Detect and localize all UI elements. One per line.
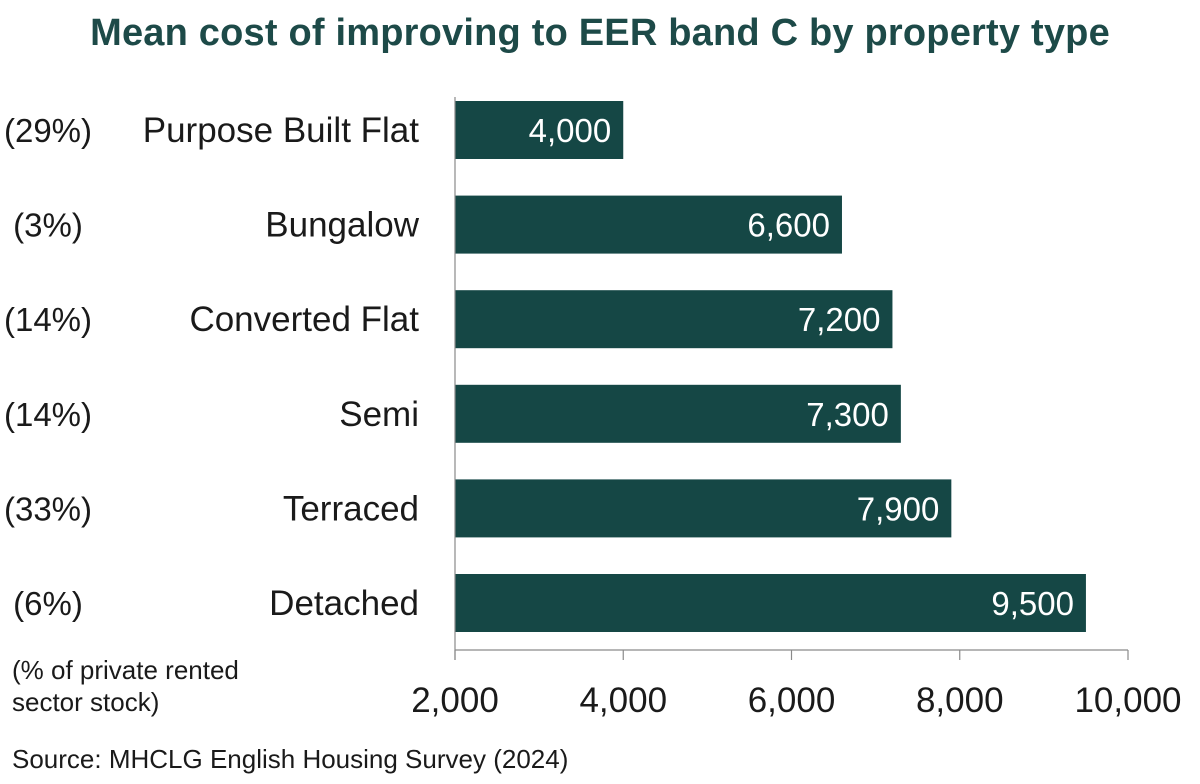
bar <box>455 290 893 349</box>
x-tick-label: 6,000 <box>748 681 836 720</box>
category-label: Terraced <box>283 489 419 528</box>
x-tick-label: 10,000 <box>1074 681 1181 720</box>
category-label: Detached <box>269 584 419 623</box>
bars-layer: 4,000 6,600 7,200 7,300 7,900 9,500 <box>455 101 1086 632</box>
x-tick-label: 4,000 <box>579 681 667 720</box>
chart-title: Mean cost of improving to EER band C by … <box>90 12 1110 54</box>
x-tick-label: 8,000 <box>916 681 1004 720</box>
bar-value-label: 4,000 <box>529 112 612 149</box>
x-axis: 2,000 4,000 6,000 8,000 10,000 <box>411 97 1182 720</box>
bar-value-label: 6,600 <box>747 207 830 244</box>
bar <box>455 574 1086 632</box>
category-label: Converted Flat <box>189 300 419 339</box>
bar <box>455 195 842 254</box>
footnote: (% of private rented sector stock) <box>12 655 239 717</box>
share-label: (14%) <box>4 396 92 433</box>
category-labels-layer: Purpose Built Flat (29%) Bungalow (3%) Conve… <box>4 111 420 623</box>
share-label: (6%) <box>13 585 83 622</box>
bar-value-label: 7,300 <box>806 396 889 433</box>
category-label: Semi <box>339 395 419 434</box>
x-tick-label: 2,000 <box>411 681 499 720</box>
share-label: (3%) <box>13 207 83 244</box>
category-label: Purpose Built Flat <box>143 111 420 150</box>
source-note: Source: MHCLG English Housing Survey (20… <box>12 744 569 774</box>
bar-value-label: 9,500 <box>991 585 1074 622</box>
bar <box>455 479 952 538</box>
bar-value-label: 7,200 <box>798 301 881 338</box>
share-label: (33%) <box>4 490 92 527</box>
bar-value-label: 7,900 <box>857 490 940 527</box>
category-label: Bungalow <box>265 206 419 245</box>
bar <box>455 101 624 159</box>
bar <box>455 384 901 443</box>
share-label: (14%) <box>4 301 92 338</box>
share-label: (29%) <box>4 112 92 149</box>
